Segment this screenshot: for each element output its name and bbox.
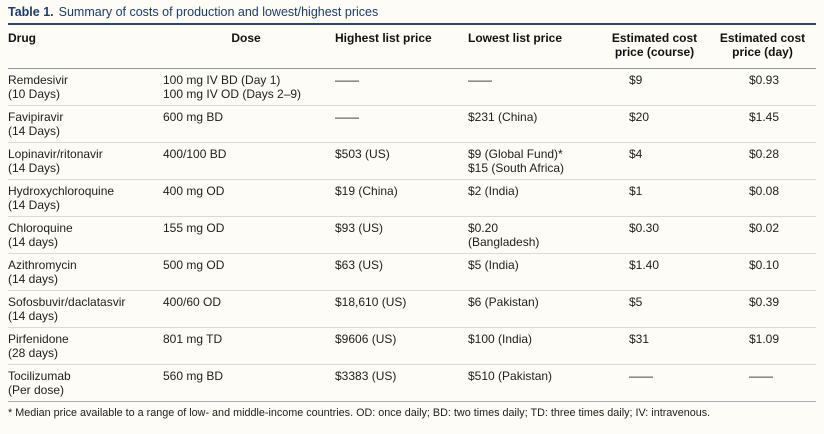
table-row-tocilizumab: Tocilizumab (Per dose) 560 mg BD $3383 (… xyxy=(8,364,816,402)
cell-highest-price: $18,610 (US) xyxy=(335,290,468,328)
table-body: Remdesivir (10 Days) 100 mg IV BD (Day 1… xyxy=(8,68,816,402)
cell-highest-price: $503 (US) xyxy=(335,142,468,180)
column-header-lowest-list-price: Lowest list price xyxy=(468,25,600,69)
cell-dose: 500 mg OD xyxy=(163,253,335,291)
column-header-drug: Drug xyxy=(8,25,163,69)
table-row-remdesivir: Remdesivir (10 Days) 100 mg IV BD (Day 1… xyxy=(8,68,816,106)
table-row-chloroquine: Chloroquine (14 days) 155 mg OD $93 (US)… xyxy=(8,216,816,254)
cell-cost-day: —— xyxy=(715,364,816,402)
cell-drug: Remdesivir (10 Days) xyxy=(8,68,163,106)
cell-cost-course: —— xyxy=(600,364,715,402)
cell-drug: Hydroxychloroquine (14 Days) xyxy=(8,179,163,217)
table-1-container: Table 1. Summary of costs of production a… xyxy=(8,3,816,419)
cell-dose: 801 mg TD xyxy=(163,327,335,365)
cell-drug: Lopinavir/ritonavir (14 Days) xyxy=(8,142,163,180)
cell-lowest-price: $0.20 (Bangladesh) xyxy=(468,216,600,254)
cell-dose: 400/60 OD xyxy=(163,290,335,328)
cell-lowest-price: $6 (Pakistan) xyxy=(468,290,600,328)
costs-table: Drug Dose Highest list price Lowest list… xyxy=(8,25,816,402)
cell-cost-course: $20 xyxy=(600,105,715,143)
cell-cost-day: $0.08 xyxy=(715,179,816,217)
table-row-hydroxychloroquine: Hydroxychloroquine (14 Days) 400 mg OD $… xyxy=(8,179,816,217)
cell-dose: 100 mg IV BD (Day 1) 100 mg IV OD (Days … xyxy=(163,68,335,106)
table-title: Table 1. Summary of costs of production a… xyxy=(8,3,816,25)
cell-dose: 560 mg BD xyxy=(163,364,335,402)
column-header-estimated-cost-course: Estimated cost price (course) xyxy=(600,25,715,69)
cell-drug: Azithromycin (14 days) xyxy=(8,253,163,291)
cell-cost-day: $1.09 xyxy=(715,327,816,365)
column-header-estimated-cost-day: Estimated cost price (day) xyxy=(715,25,816,69)
cell-lowest-price: $231 (China) xyxy=(468,105,600,143)
cell-lowest-price: $100 (India) xyxy=(468,327,600,365)
cell-highest-price: —— xyxy=(335,68,468,106)
cell-cost-course: $5 xyxy=(600,290,715,328)
cell-highest-price: $63 (US) xyxy=(335,253,468,291)
cell-lowest-price: $2 (India) xyxy=(468,179,600,217)
cell-cost-day: $0.28 xyxy=(715,142,816,180)
cell-drug: Pirfenidone (28 days) xyxy=(8,327,163,365)
table-title-text: Summary of costs of production and lowes… xyxy=(58,5,379,19)
table-footnote: * Median price available to a range of l… xyxy=(8,407,711,419)
table-row-azithromycin: Azithromycin (14 days) 500 mg OD $63 (US… xyxy=(8,253,816,291)
cell-highest-price: $93 (US) xyxy=(335,216,468,254)
cell-drug: Tocilizumab (Per dose) xyxy=(8,364,163,402)
table-row-pirfenidone: Pirfenidone (28 days) 801 mg TD $9606 (U… xyxy=(8,327,816,365)
cell-cost-course: $0.30 xyxy=(600,216,715,254)
table-number-label: Table 1. xyxy=(8,5,54,19)
cell-drug: Chloroquine (14 days) xyxy=(8,216,163,254)
cell-lowest-price: $9 (Global Fund)* $15 (South Africa) xyxy=(468,142,600,180)
cell-cost-course: $31 xyxy=(600,327,715,365)
column-header-dose: Dose xyxy=(163,25,335,69)
cell-highest-price: $3383 (US) xyxy=(335,364,468,402)
cell-highest-price: $9606 (US) xyxy=(335,327,468,365)
cell-lowest-price: $5 (India) xyxy=(468,253,600,291)
cell-cost-course: $4 xyxy=(600,142,715,180)
cell-cost-course: $9 xyxy=(600,68,715,106)
header-row: Drug Dose Highest list price Lowest list… xyxy=(8,25,816,69)
cell-cost-day: $0.39 xyxy=(715,290,816,328)
cell-cost-course: $1.40 xyxy=(600,253,715,291)
cell-dose: 600 mg BD xyxy=(163,105,335,143)
cell-cost-course: $1 xyxy=(600,179,715,217)
table-header: Drug Dose Highest list price Lowest list… xyxy=(8,25,816,69)
column-header-highest-list-price: Highest list price xyxy=(335,25,468,69)
cell-highest-price: —— xyxy=(335,105,468,143)
cell-drug: Sofosbuvir/daclatasvir (14 days) xyxy=(8,290,163,328)
table-row-favipiravir: Favipiravir (14 Days) 600 mg BD —— $231 … xyxy=(8,105,816,143)
cell-dose: 400 mg OD xyxy=(163,179,335,217)
cell-lowest-price: —— xyxy=(468,68,600,106)
cell-highest-price: $19 (China) xyxy=(335,179,468,217)
cell-dose: 400/100 BD xyxy=(163,142,335,180)
cell-cost-day: $1.45 xyxy=(715,105,816,143)
cell-drug: Favipiravir (14 Days) xyxy=(8,105,163,143)
table-row-sofosbuvir-daclatasvir: Sofosbuvir/daclatasvir (14 days) 400/60 … xyxy=(8,290,816,328)
cell-cost-day: $0.10 xyxy=(715,253,816,291)
cell-cost-day: $0.02 xyxy=(715,216,816,254)
cell-cost-day: $0.93 xyxy=(715,68,816,106)
cell-dose: 155 mg OD xyxy=(163,216,335,254)
cell-lowest-price: $510 (Pakistan) xyxy=(468,364,600,402)
table-row-lopinavir-ritonavir: Lopinavir/ritonavir (14 Days) 400/100 BD… xyxy=(8,142,816,180)
